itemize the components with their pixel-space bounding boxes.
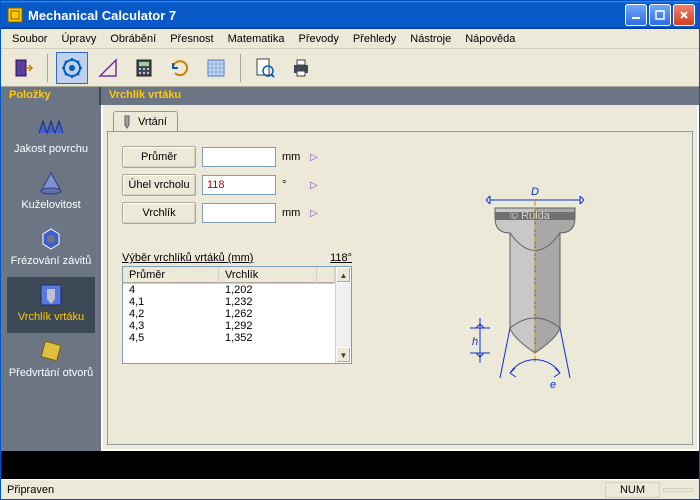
toolbar-separator xyxy=(240,54,241,82)
table-row[interactable]: 4,31,292 xyxy=(123,320,335,332)
drill-tip-icon xyxy=(37,281,65,309)
window-title: Mechanical Calculator 7 xyxy=(28,8,625,23)
close-button[interactable] xyxy=(673,4,695,26)
drill-diagram: D © Rulda h xyxy=(382,146,678,430)
cone-icon xyxy=(37,169,65,197)
toolbar-separator xyxy=(47,54,48,82)
column-header-blank[interactable] xyxy=(317,267,335,283)
status-empty xyxy=(663,488,693,492)
section-header-left: Položky xyxy=(1,87,101,105)
table-row[interactable]: 4,51,352 xyxy=(123,332,335,344)
menu-overviews[interactable]: Přehledy xyxy=(346,31,403,47)
table-caption-text: Výběr vrchlíků vrtáků (mm) xyxy=(122,252,253,264)
sidebar-item-drill-tip[interactable]: Vrchlík vrtáku xyxy=(7,277,95,333)
toolbar-gear-icon[interactable] xyxy=(56,52,88,84)
toolbar-triangle-icon[interactable] xyxy=(92,52,124,84)
drill-small-icon xyxy=(120,115,134,129)
menu-math[interactable]: Matematika xyxy=(221,31,292,47)
toolbar-print-icon[interactable] xyxy=(285,52,317,84)
form-row-diameter: Průměr mm ▷ xyxy=(122,146,362,168)
app-window: Mechanical Calculator 7 Soubor Úpravy Ob… xyxy=(0,0,700,500)
status-text: Připraven xyxy=(7,484,54,496)
titlebar[interactable]: Mechanical Calculator 7 xyxy=(1,1,699,29)
statusbar: Připraven NUM xyxy=(1,479,699,499)
play-icon[interactable]: ▷ xyxy=(310,180,320,191)
dim-h: h xyxy=(472,336,478,348)
diameter-button[interactable]: Průměr xyxy=(122,146,196,168)
angle-button[interactable]: Úhel vrcholu xyxy=(122,174,196,196)
minimize-button[interactable] xyxy=(625,4,647,26)
menu-edit[interactable]: Úpravy xyxy=(54,31,103,47)
play-icon[interactable]: ▷ xyxy=(310,208,320,219)
sidebar-item-label: Vrchlík vrtáku xyxy=(7,311,95,323)
unit-label: ° xyxy=(282,179,304,191)
table-row[interactable]: 4,11,232 xyxy=(123,296,335,308)
table-caption: Výběr vrchlíků vrtáků (mm) 118° xyxy=(122,252,352,264)
form-row-tip: Vrchlík mm ▷ xyxy=(122,202,362,224)
surface-icon xyxy=(37,113,65,141)
menu-precision[interactable]: Přesnost xyxy=(163,31,220,47)
dim-e: e xyxy=(550,379,556,391)
tab-drilling[interactable]: Vrtání xyxy=(113,111,178,132)
app-icon xyxy=(7,7,23,23)
sidebar-item-label: Frézování závitů xyxy=(7,255,95,267)
menu-machining[interactable]: Obrábění xyxy=(103,31,163,47)
toolbar-calculator-icon[interactable] xyxy=(128,52,160,84)
window-controls xyxy=(625,4,695,26)
table-scrollbar[interactable]: ▲ ▼ xyxy=(335,267,351,363)
form-column: Průměr mm ▷ Úhel vrcholu ° ▷ Vrchlík xyxy=(122,146,362,430)
toolbar-preview-icon[interactable] xyxy=(249,52,281,84)
angle-input[interactable] xyxy=(202,175,276,195)
diameter-input[interactable] xyxy=(202,147,276,167)
table-caption-angle: 118° xyxy=(330,252,352,264)
sidebar-item-label: Předvrtání otvorů xyxy=(7,367,95,379)
maximize-button[interactable] xyxy=(649,4,671,26)
tab-label: Vrtání xyxy=(138,116,167,128)
toolbar-refresh-icon[interactable] xyxy=(164,52,196,84)
tab-body: Průměr mm ▷ Úhel vrcholu ° ▷ Vrchlík xyxy=(107,131,693,445)
predrill-icon xyxy=(37,337,65,365)
sidebar: Jakost povrchu Kuželovitost Frézování zá… xyxy=(1,105,101,451)
table-header: Průměr Vrchlík xyxy=(123,267,335,284)
table-row[interactable]: 41,202 xyxy=(123,284,335,296)
scroll-track[interactable] xyxy=(336,283,351,347)
column-header-diameter[interactable]: Průměr xyxy=(123,267,219,283)
nut-icon xyxy=(37,225,65,253)
sidebar-item-surface[interactable]: Jakost povrchu xyxy=(7,109,95,165)
section-header: Položky Vrchlík vrtáku xyxy=(1,87,699,105)
watermark: © Rulda xyxy=(510,210,551,222)
sidebar-item-predrill[interactable]: Předvrtání otvorů xyxy=(7,333,95,389)
unit-label: mm xyxy=(282,151,304,163)
tip-input[interactable] xyxy=(202,203,276,223)
unit-label: mm xyxy=(282,207,304,219)
tab-strip: Vrtání xyxy=(113,109,693,131)
sidebar-item-label: Jakost povrchu xyxy=(7,143,95,155)
scroll-down-icon[interactable]: ▼ xyxy=(336,347,351,363)
toolbar xyxy=(1,49,699,87)
menubar: Soubor Úpravy Obrábění Přesnost Matemati… xyxy=(1,29,699,49)
menu-conversions[interactable]: Převody xyxy=(291,31,345,47)
scroll-up-icon[interactable]: ▲ xyxy=(336,267,351,283)
table: Průměr Vrchlík 41,202 4,11,232 4,21,262 … xyxy=(122,266,352,364)
section-header-right: Vrchlík vrtáku xyxy=(101,87,699,105)
column-header-tip[interactable]: Vrchlík xyxy=(219,267,317,283)
form-row-angle: Úhel vrcholu ° ▷ xyxy=(122,174,362,196)
table-row[interactable]: 4,21,262 xyxy=(123,308,335,320)
sidebar-item-threading[interactable]: Frézování závitů xyxy=(7,221,95,277)
dim-D: D xyxy=(531,186,539,198)
menu-file[interactable]: Soubor xyxy=(5,31,54,47)
tip-button[interactable]: Vrchlík xyxy=(122,202,196,224)
bottom-strip xyxy=(1,451,699,479)
main-panel: Vrtání Průměr mm ▷ Úhel vrcholu ° ▷ xyxy=(101,105,699,451)
menu-help[interactable]: Nápověda xyxy=(458,31,522,47)
toolbar-door-icon[interactable] xyxy=(7,52,39,84)
play-icon[interactable]: ▷ xyxy=(310,152,320,163)
status-num: NUM xyxy=(605,482,660,498)
menu-tools[interactable]: Nástroje xyxy=(403,31,458,47)
toolbar-grid-icon[interactable] xyxy=(200,52,232,84)
body: Jakost povrchu Kuželovitost Frézování zá… xyxy=(1,105,699,451)
sidebar-item-taper[interactable]: Kuželovitost xyxy=(7,165,95,221)
sidebar-item-label: Kuželovitost xyxy=(7,199,95,211)
